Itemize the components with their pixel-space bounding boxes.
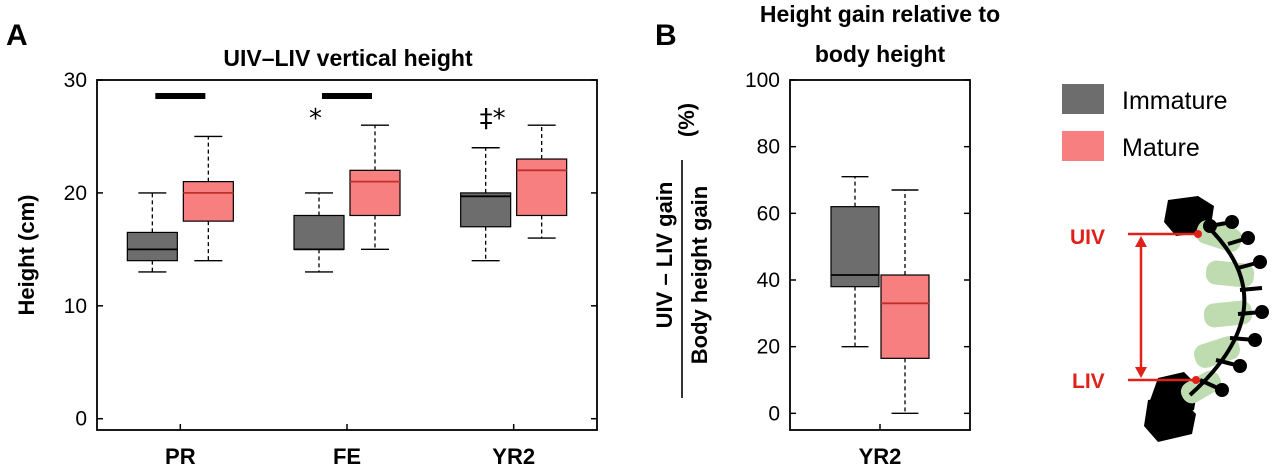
significance-symbol: * [309,104,322,134]
x-category-label: YR2 [492,444,535,469]
y-tick-label: 10 [64,295,87,318]
uiv-point-icon [1194,230,1202,238]
x-category-label: PR [165,444,196,469]
y-tick-label: 100 [745,69,780,92]
panel-b-y-ticks: 0 20 40 60 80 100 [745,69,970,425]
box-iqr [880,274,930,359]
box-mature-yr2 [516,124,568,239]
panel-a-categories: PR FE YR2 [165,424,535,469]
y-tick-label: 20 [64,182,87,205]
box-immature-yr2 [830,175,880,348]
liv-label: LIV [1072,370,1105,393]
box-iqr [516,158,568,217]
screw-head-icon [1241,231,1255,245]
legend-label-mature: Mature [1122,134,1200,162]
panel-b-y-axis-denominator: Body height gain [687,186,712,364]
panel-b-title-line-1: Height gain relative to [760,1,1000,27]
box-immature-pr [126,192,178,273]
arrow-down-icon [1135,367,1147,378]
panel-b-axes-frame [789,79,971,431]
x-category-label: FE [333,444,361,469]
panel-b-chart: Height gain relative to body height UIV … [652,1,1000,469]
box-immature-fe [293,192,345,273]
panel-letter-b: B [655,19,677,52]
screw-head-icon [1253,255,1267,269]
screw-head-icon [1215,383,1229,397]
legend-label-immature: Immature [1122,87,1228,115]
box-iqr [460,192,512,228]
legend-swatch-mature [1062,131,1104,161]
bottom-vertebra-icon [1144,396,1196,442]
legend-swatch-immature [1062,84,1104,114]
panel-a-y-ticks: 0 10 20 30 [64,69,597,431]
y-tick-label: 80 [757,136,780,159]
uiv-label: UIV [1070,226,1105,249]
screw-head-icon [1233,359,1247,373]
panel-a-y-axis-label: Height (cm) [14,195,39,316]
panel-a-title: UIV–LIV vertical height [223,45,473,71]
panel-b-y-axis-numerator: UIV – LIV gain [652,182,677,329]
panel-b-y-axis-unit: (%) [674,103,699,137]
screw-heads [1203,215,1269,397]
box-immature-yr2 [460,147,512,262]
spinal-rod [1188,223,1247,397]
box-iqr [126,231,178,262]
arrow-up-icon [1135,236,1147,247]
y-tick-label: 30 [64,69,87,92]
box-mature-yr2 [880,189,930,415]
screw-head-icon [1225,215,1239,229]
screw-head-icon [1248,333,1262,347]
liv-point-icon [1192,376,1200,384]
box-iqr [182,181,234,222]
y-tick-label: 20 [757,336,780,359]
screw-head-icon [1255,305,1269,319]
panel-a-annotations: * ‡* [155,93,506,134]
screw-head-icon [1203,219,1217,233]
x-category-label: YR2 [859,444,902,469]
panel-b-boxes [830,175,930,415]
panel-a-boxes [126,124,568,273]
box-iqr [830,206,880,288]
box-iqr [293,214,345,250]
disc-shape [1194,336,1240,368]
panel-a-chart: UIV–LIV vertical height Height (cm) 0 10 2… [14,45,598,469]
spine-diagram: UIV LIV [1070,196,1269,442]
y-tick-label: 40 [757,269,780,292]
screw-line [1239,286,1263,292]
panel-b-categories: YR2 [859,424,902,469]
height-measurement [1128,230,1202,384]
box-iqr [349,169,401,217]
y-tick-label: 0 [768,402,780,425]
y-tick-label: 60 [757,202,780,225]
legend: Immature Mature [1062,84,1228,162]
panel-letter-a: A [6,19,28,52]
y-tick-label: 0 [75,408,87,431]
box-mature-fe [349,124,401,251]
box-mature-pr [182,135,234,262]
panel-b-title-line-2: body height [815,41,946,67]
significance-symbol: ‡* [480,104,506,134]
